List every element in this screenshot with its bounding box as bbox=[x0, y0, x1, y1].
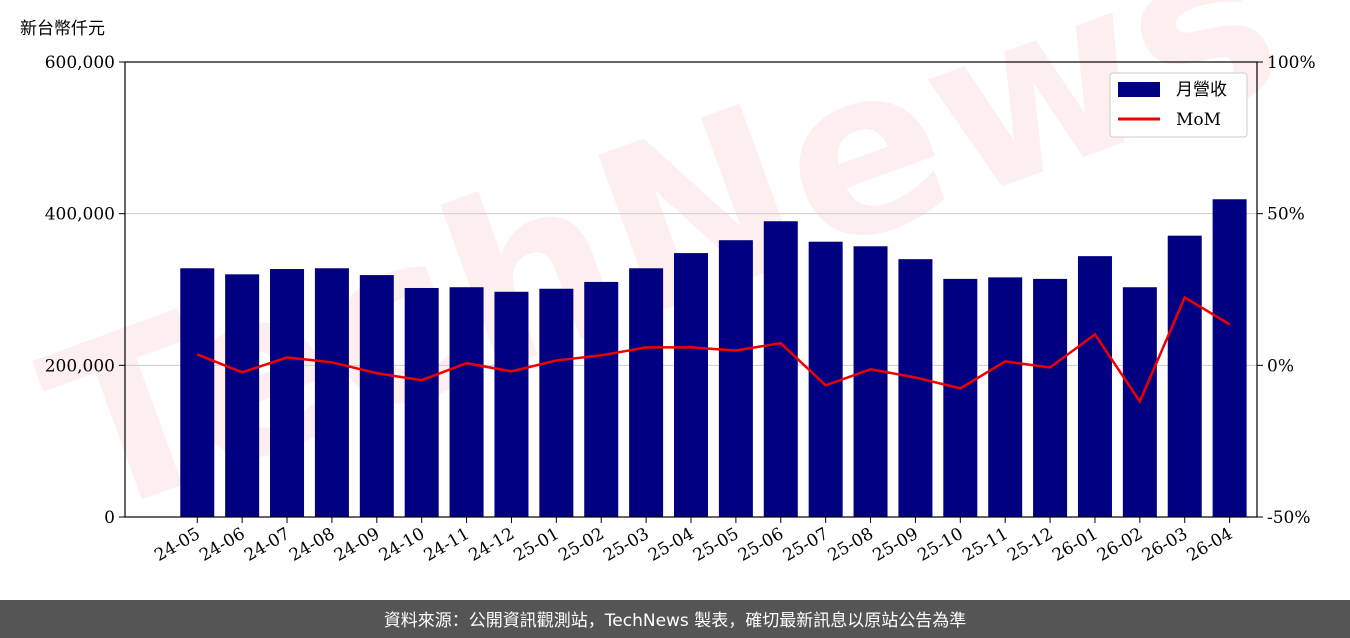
bar bbox=[1167, 235, 1202, 518]
legend-label: 月營收 bbox=[1176, 80, 1227, 100]
x-tick-label: 25-03 bbox=[600, 524, 652, 566]
x-tick-label: 25-01 bbox=[510, 524, 562, 566]
x-tick-label: 25-10 bbox=[914, 524, 966, 566]
bar bbox=[674, 253, 708, 517]
y-axis-title: 新台幣仟元 bbox=[20, 19, 105, 39]
bar bbox=[808, 241, 843, 517]
x-tick-label: 25-06 bbox=[735, 524, 787, 566]
bar bbox=[180, 268, 215, 517]
bar bbox=[988, 277, 1023, 517]
bar bbox=[853, 246, 888, 517]
x-tick-label: 26-03 bbox=[1139, 524, 1191, 566]
line bbox=[196, 295, 1231, 405]
x-tick-label: 25-08 bbox=[825, 524, 877, 566]
y-tick-label: 600,000 bbox=[45, 53, 115, 73]
x-tick-label: 25-07 bbox=[780, 524, 832, 566]
x-tick-label: 26-04 bbox=[1184, 524, 1236, 566]
x-tick-label: 25-02 bbox=[555, 524, 607, 566]
bar bbox=[898, 259, 933, 517]
y-tick-label: 200,000 bbox=[45, 356, 115, 376]
bar bbox=[1077, 256, 1112, 517]
y2-tick-label: -50% bbox=[1267, 508, 1311, 528]
y2-tick-label: 50% bbox=[1267, 205, 1305, 225]
y-tick-label: 0 bbox=[104, 508, 115, 528]
bar bbox=[225, 274, 260, 517]
x-tick-label: 25-11 bbox=[959, 524, 1011, 566]
footer-bar bbox=[0, 600, 1350, 638]
x-tick-label: 26-01 bbox=[1049, 524, 1101, 566]
footer-text: 資料來源：公開資訊觀測站，TechNews 製表，確切最新訊息以原站公告為準 bbox=[384, 611, 966, 631]
bar bbox=[539, 288, 574, 517]
legend-label: MoM bbox=[1176, 110, 1221, 130]
bar bbox=[943, 278, 978, 517]
bar bbox=[584, 281, 619, 517]
x-tick-label: 24-10 bbox=[376, 524, 428, 566]
bar bbox=[359, 275, 394, 517]
y2-tick-label: 0% bbox=[1267, 356, 1294, 376]
bar bbox=[763, 221, 798, 517]
x-tick-label: 24-08 bbox=[286, 524, 338, 566]
x-tick-label: 26-02 bbox=[1094, 524, 1146, 566]
x-tick-label: 24-07 bbox=[241, 524, 293, 566]
bar bbox=[629, 268, 664, 517]
x-tick-label: 24-11 bbox=[421, 524, 473, 566]
x-tick-label: 25-12 bbox=[1004, 524, 1056, 566]
x-tick-label: 25-09 bbox=[869, 524, 921, 566]
bar bbox=[494, 291, 529, 517]
bar bbox=[314, 268, 349, 517]
x-tick-label: 24-09 bbox=[331, 524, 383, 566]
bar bbox=[718, 240, 753, 518]
y-tick-label: 400,000 bbox=[45, 205, 115, 225]
bar bbox=[404, 287, 439, 517]
bar bbox=[270, 269, 305, 517]
x-tick-label: 24-12 bbox=[466, 524, 518, 566]
y2-tick-label: 100% bbox=[1267, 53, 1316, 73]
legend-swatch bbox=[1118, 82, 1160, 97]
x-tick-label: 25-04 bbox=[645, 524, 697, 566]
x-tick-label: 25-05 bbox=[690, 524, 742, 566]
bar bbox=[449, 287, 484, 517]
bar bbox=[1212, 199, 1247, 517]
bar bbox=[1033, 278, 1068, 517]
